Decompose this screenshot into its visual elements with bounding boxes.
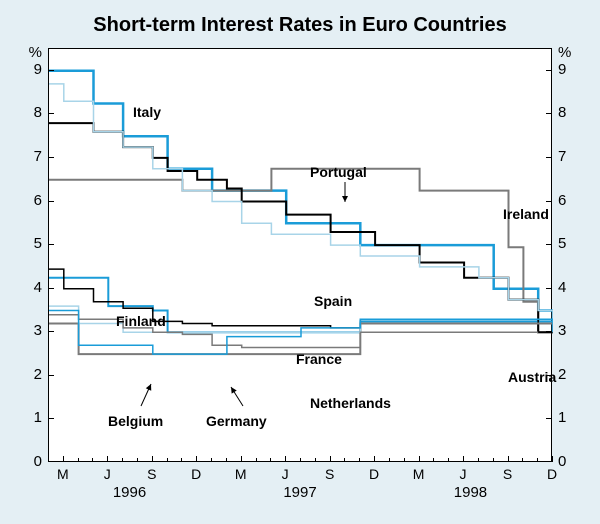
y-unit-label: % xyxy=(558,44,571,61)
y-tick-label-left: 2 xyxy=(34,366,42,383)
series-label-ireland: Ireland xyxy=(503,206,549,222)
series-spain xyxy=(49,84,553,332)
y-tick-label-right: 7 xyxy=(558,148,566,165)
x-tick-label: S xyxy=(144,466,160,482)
y-tick-label-left: 3 xyxy=(34,322,42,339)
series-label-portugal: Portugal xyxy=(310,164,367,180)
series-portugal xyxy=(49,123,553,332)
x-tick-label: D xyxy=(544,466,560,482)
y-tick-label-right: 6 xyxy=(558,192,566,209)
series-label-spain: Spain xyxy=(314,293,352,309)
y-tick-label-right: 4 xyxy=(558,279,566,296)
series-label-belgium: Belgium xyxy=(108,413,163,429)
y-unit-label: % xyxy=(29,44,42,61)
y-tick-label-left: 7 xyxy=(34,148,42,165)
x-year-label: 1998 xyxy=(445,484,495,501)
y-tick-label-left: 0 xyxy=(34,453,42,470)
plot-area xyxy=(48,48,552,462)
series-label-finland: Finland xyxy=(116,313,166,329)
x-tick-label: M xyxy=(55,466,71,482)
chart-svg xyxy=(49,49,553,463)
series-label-netherlands: Netherlands xyxy=(310,395,391,411)
y-tick-label-left: 9 xyxy=(34,61,42,78)
chart-title: Short-term Interest Rates in Euro Countr… xyxy=(0,0,600,37)
y-tick-label-left: 4 xyxy=(34,279,42,296)
x-tick-label: M xyxy=(233,466,249,482)
x-tick-label: J xyxy=(99,466,115,482)
x-tick-label: S xyxy=(500,466,516,482)
y-tick-label-left: 6 xyxy=(34,192,42,209)
y-tick-label-left: 1 xyxy=(34,409,42,426)
series-label-italy: Italy xyxy=(133,104,161,120)
x-year-label: 1997 xyxy=(275,484,325,501)
y-tick-label-right: 5 xyxy=(558,235,566,252)
x-tick-label: D xyxy=(366,466,382,482)
x-year-label: 1996 xyxy=(105,484,155,501)
x-tick-label: S xyxy=(322,466,338,482)
y-tick-label-right: 1 xyxy=(558,409,566,426)
y-tick-label-right: 8 xyxy=(558,104,566,121)
y-tick-label-right: 9 xyxy=(558,61,566,78)
y-tick-label-right: 2 xyxy=(558,366,566,383)
y-tick-label-left: 8 xyxy=(34,104,42,121)
series-label-germany: Germany xyxy=(206,413,267,429)
x-tick-label: D xyxy=(188,466,204,482)
x-tick-label: M xyxy=(411,466,427,482)
series-label-austria: Austria xyxy=(508,369,556,385)
series-italy xyxy=(49,71,553,333)
y-tick-label-right: 3 xyxy=(558,322,566,339)
y-tick-label-left: 5 xyxy=(34,235,42,252)
chart-container: Short-term Interest Rates in Euro Countr… xyxy=(0,0,600,524)
x-tick-label: J xyxy=(455,466,471,482)
x-tick-label: J xyxy=(277,466,293,482)
series-label-france: France xyxy=(296,351,342,367)
